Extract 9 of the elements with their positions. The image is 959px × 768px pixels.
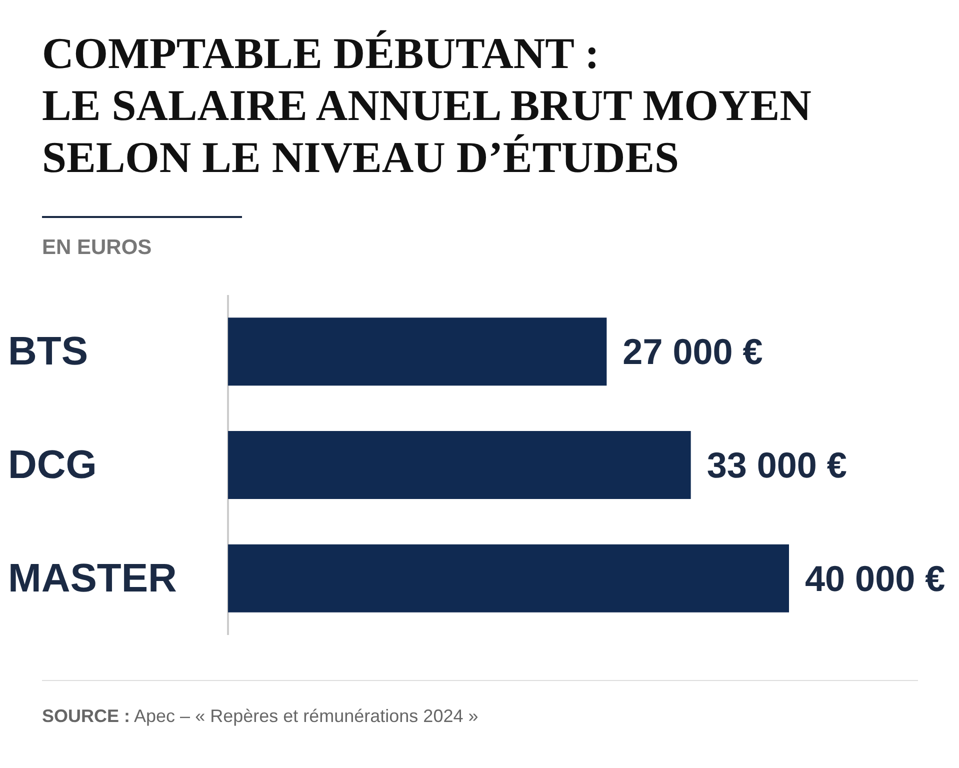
y-tick-label: MASTER <box>8 556 177 600</box>
chart-title: COMPTABLE DÉBUTANT : LE SALAIRE ANNUEL BRUT MOYEN SELON LE NIVEAU D’ÉTUDES <box>42 28 812 184</box>
chart-subtitle: EN EUROS <box>42 236 152 260</box>
data-label: 33 000 € <box>706 444 847 486</box>
source-note: SOURCE : Apec – « Repères et rémunérations 2024 » <box>42 706 478 727</box>
y-tick-label: DCG <box>8 443 97 487</box>
y-tick-label: BTS <box>8 330 88 374</box>
data-label: 27 000 € <box>622 331 763 372</box>
data-label: 40 000 € <box>805 558 946 599</box>
